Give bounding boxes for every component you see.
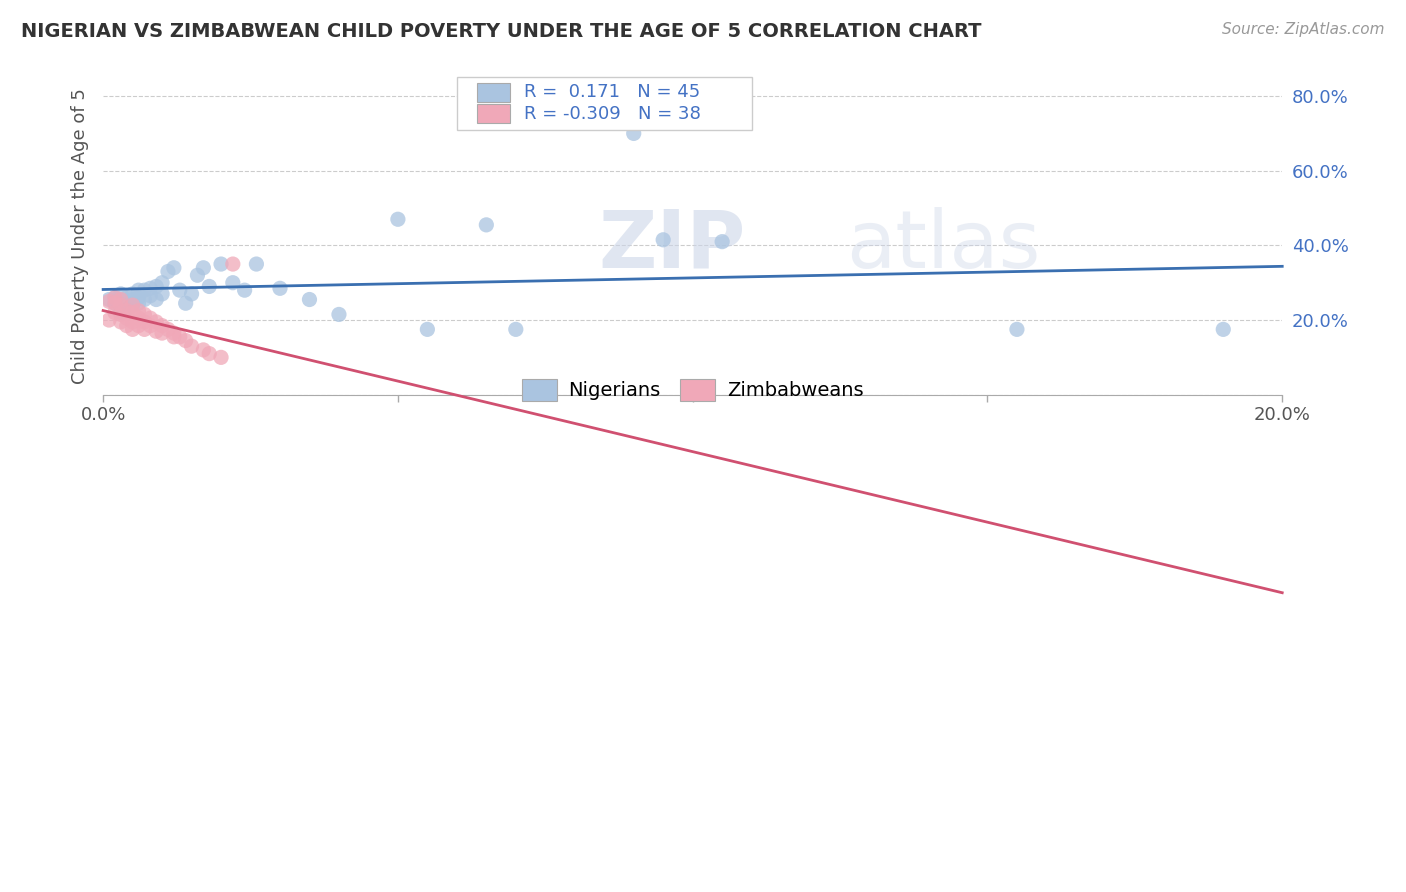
Point <box>110 315 132 329</box>
Point <box>711 235 734 249</box>
Point <box>193 260 215 275</box>
Point <box>121 298 143 312</box>
Point <box>104 291 127 305</box>
Point <box>110 308 132 322</box>
Point <box>163 260 186 275</box>
FancyBboxPatch shape <box>477 83 510 102</box>
Point <box>115 303 138 318</box>
Point <box>169 330 191 344</box>
Point <box>150 326 173 340</box>
Point <box>150 276 173 290</box>
Point <box>222 257 245 271</box>
Point <box>121 293 143 307</box>
Point <box>150 318 173 333</box>
Point <box>222 276 245 290</box>
Point <box>298 293 321 307</box>
Point <box>98 294 121 309</box>
Point <box>163 330 186 344</box>
Point <box>98 313 121 327</box>
Point <box>180 286 202 301</box>
Point <box>134 322 156 336</box>
Point <box>128 296 150 310</box>
Point <box>110 293 132 307</box>
Point <box>139 318 162 333</box>
Point <box>128 311 150 326</box>
Point <box>134 315 156 329</box>
Point <box>623 127 645 141</box>
Point <box>475 218 498 232</box>
Point <box>1212 322 1234 336</box>
Point <box>139 281 162 295</box>
Point <box>328 308 350 322</box>
Point <box>128 318 150 333</box>
Point <box>174 334 197 348</box>
Point <box>169 283 191 297</box>
Point <box>115 318 138 333</box>
Point <box>145 279 167 293</box>
Point <box>269 281 291 295</box>
Text: atlas: atlas <box>846 207 1040 285</box>
Point <box>150 286 173 301</box>
Point <box>163 326 186 340</box>
Point <box>110 286 132 301</box>
Point <box>121 315 143 329</box>
Point <box>121 286 143 301</box>
FancyBboxPatch shape <box>457 78 752 129</box>
Point <box>209 257 232 271</box>
Point <box>174 296 197 310</box>
Point <box>145 293 167 307</box>
Point <box>110 305 132 319</box>
Point <box>115 301 138 316</box>
Point <box>134 308 156 322</box>
Point <box>128 303 150 318</box>
Point <box>186 268 208 283</box>
FancyBboxPatch shape <box>477 104 510 123</box>
Point <box>233 283 256 297</box>
Point <box>387 212 409 227</box>
Point <box>121 298 143 312</box>
Point <box>139 311 162 326</box>
Text: Source: ZipAtlas.com: Source: ZipAtlas.com <box>1222 22 1385 37</box>
Point <box>110 298 132 312</box>
Point <box>104 296 127 310</box>
Point <box>245 257 267 271</box>
Text: R = -0.309   N = 38: R = -0.309 N = 38 <box>524 105 702 123</box>
Point <box>121 322 143 336</box>
Point <box>156 264 179 278</box>
Point <box>104 291 127 305</box>
Point <box>652 233 675 247</box>
Point <box>145 315 167 329</box>
Point <box>180 339 202 353</box>
Point <box>115 291 138 305</box>
Text: ZIP: ZIP <box>599 207 745 285</box>
Point <box>104 296 127 310</box>
Point <box>134 283 156 297</box>
Y-axis label: Child Poverty Under the Age of 5: Child Poverty Under the Age of 5 <box>72 88 89 384</box>
Point <box>98 293 121 307</box>
Point <box>128 283 150 297</box>
Point <box>1005 322 1028 336</box>
Point <box>416 322 439 336</box>
Point <box>134 293 156 307</box>
Point <box>193 343 215 357</box>
Point <box>156 322 179 336</box>
Point <box>209 351 232 365</box>
Point <box>198 279 221 293</box>
Point <box>121 305 143 319</box>
Legend: Nigerians, Zimbabweans: Nigerians, Zimbabweans <box>515 371 872 409</box>
Point <box>198 346 221 360</box>
Point <box>139 289 162 303</box>
Text: R =  0.171   N = 45: R = 0.171 N = 45 <box>524 83 700 102</box>
Point <box>505 322 527 336</box>
Text: NIGERIAN VS ZIMBABWEAN CHILD POVERTY UNDER THE AGE OF 5 CORRELATION CHART: NIGERIAN VS ZIMBABWEAN CHILD POVERTY UND… <box>21 22 981 41</box>
Point <box>128 291 150 305</box>
Point <box>104 305 127 319</box>
Point <box>145 324 167 338</box>
Point <box>115 311 138 326</box>
